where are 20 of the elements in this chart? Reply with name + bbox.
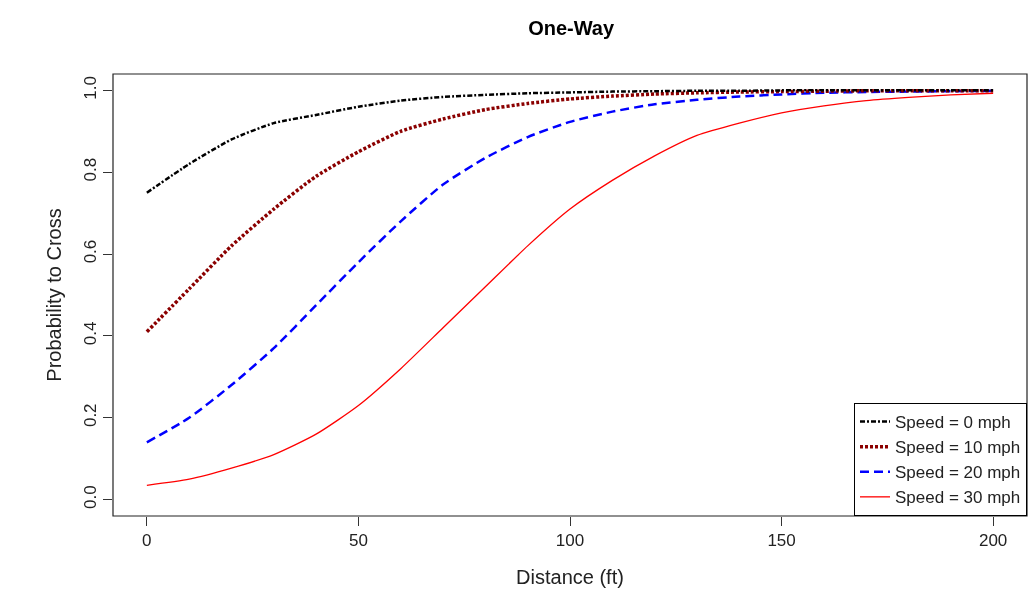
- line-series: [145, 89, 995, 194]
- y-axis-title: Probability to Cross: [42, 208, 65, 382]
- y-tick-label: 0.8: [81, 157, 101, 182]
- x-tick-label: 200: [978, 531, 1008, 551]
- y-tick-label: 1.0: [81, 76, 101, 100]
- x-tick-label: 150: [767, 531, 796, 551]
- legend-label: Speed = 10 mph: [895, 438, 1021, 458]
- y-tick-label: 0.0: [81, 485, 101, 509]
- y-tick-label: 0.6: [81, 239, 101, 264]
- y-tick-label: 0.4: [81, 321, 101, 346]
- legend-label: Speed = 20 mph: [895, 463, 1021, 483]
- chart-title: One-Way: [528, 17, 615, 40]
- line-series: [145, 89, 995, 334]
- legend-label: Speed = 0 mph: [895, 413, 1011, 433]
- y-tick-label: 0.2: [81, 403, 101, 428]
- x-tick-label: 0: [142, 531, 152, 551]
- x-tick-label: 100: [555, 531, 585, 551]
- x-axis-title: Distance (ft): [516, 565, 624, 588]
- legend-label: Speed = 30 mph: [895, 488, 1021, 508]
- x-tick-label: 50: [348, 531, 368, 551]
